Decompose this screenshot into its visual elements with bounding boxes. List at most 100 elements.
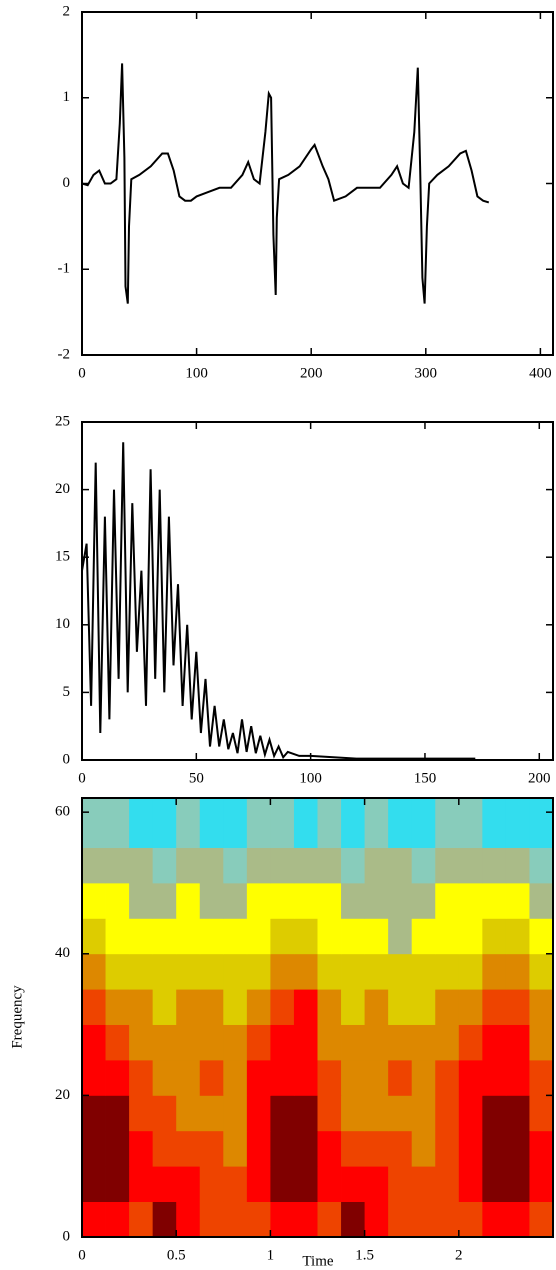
heat-cell bbox=[364, 918, 389, 955]
y-tick-label: 0 bbox=[63, 175, 71, 191]
heat-cell bbox=[293, 1201, 318, 1238]
heat-cell bbox=[176, 1166, 201, 1202]
heat-cell bbox=[435, 1201, 460, 1238]
heat-cell bbox=[270, 1095, 295, 1132]
heat-cell bbox=[435, 1059, 460, 1096]
heat-cell bbox=[482, 1095, 507, 1132]
y-tick-label: -2 bbox=[58, 346, 71, 362]
heat-cell bbox=[411, 847, 436, 884]
heat-cell bbox=[341, 1166, 365, 1202]
heat-cell bbox=[246, 1024, 271, 1061]
heat-cell bbox=[223, 1201, 248, 1238]
heat-cell bbox=[458, 1130, 483, 1167]
heat-cell bbox=[176, 1095, 201, 1132]
plot-frame bbox=[81, 421, 554, 761]
heat-cell bbox=[529, 847, 554, 884]
heat-cell bbox=[105, 798, 130, 848]
heat-cell bbox=[317, 882, 342, 919]
heat-cell bbox=[270, 798, 295, 848]
heat-cell bbox=[176, 1059, 201, 1096]
heat-cell bbox=[317, 1059, 342, 1096]
heat-cell bbox=[341, 1095, 365, 1132]
heat-cell bbox=[152, 989, 177, 1025]
y-tick-label: 10 bbox=[55, 616, 70, 632]
heat-cell bbox=[270, 847, 295, 884]
heat-cell bbox=[105, 953, 130, 990]
heat-cell bbox=[129, 882, 154, 919]
heat-cell bbox=[341, 847, 365, 884]
heat-cell bbox=[435, 1095, 460, 1132]
heat-cell bbox=[293, 1095, 318, 1132]
heat-cell bbox=[364, 953, 389, 990]
x-tick-label: 200 bbox=[528, 770, 551, 786]
heat-cell bbox=[152, 1059, 177, 1096]
heat-cell bbox=[270, 1059, 295, 1096]
heat-cell bbox=[82, 1095, 106, 1132]
heat-cell bbox=[341, 953, 365, 990]
heat-cell bbox=[223, 847, 248, 884]
heat-cell bbox=[270, 989, 295, 1025]
heat-cell bbox=[129, 1095, 154, 1132]
heat-cell bbox=[152, 918, 177, 955]
heat-cell bbox=[529, 918, 554, 955]
heat-cell bbox=[388, 1024, 413, 1061]
heat-cell bbox=[199, 1201, 224, 1238]
plot-frame bbox=[81, 797, 554, 1238]
heat-cell bbox=[529, 798, 554, 848]
data-line bbox=[81, 63, 490, 304]
heat-cell bbox=[411, 798, 436, 848]
heat-cell bbox=[411, 1024, 436, 1061]
heat-cell bbox=[246, 1095, 271, 1132]
heat-cell bbox=[458, 847, 483, 884]
heat-cell bbox=[482, 953, 507, 990]
heat-cell bbox=[105, 1024, 130, 1061]
heat-cell bbox=[458, 1095, 483, 1132]
heat-cell bbox=[82, 918, 106, 955]
heat-cell bbox=[82, 847, 106, 884]
heat-cell bbox=[317, 847, 342, 884]
heat-cell bbox=[176, 989, 201, 1025]
heat-cell bbox=[129, 1059, 154, 1096]
heat-cell bbox=[317, 1166, 342, 1202]
heat-cell bbox=[176, 882, 201, 919]
heat-cell bbox=[270, 1024, 295, 1061]
x-tick-label: 0.5 bbox=[167, 1247, 186, 1263]
heat-cell bbox=[129, 847, 154, 884]
heat-cell bbox=[82, 1024, 106, 1061]
heat-cell bbox=[176, 1201, 201, 1238]
heat-cell bbox=[435, 882, 460, 919]
heat-cell bbox=[199, 1166, 224, 1202]
heat-cell bbox=[270, 1201, 295, 1238]
heat-cell bbox=[82, 882, 106, 919]
heat-cell bbox=[199, 1059, 224, 1096]
heat-cell bbox=[82, 989, 106, 1025]
heat-cell bbox=[435, 798, 460, 848]
heat-cell bbox=[482, 1024, 507, 1061]
heat-cell bbox=[435, 989, 460, 1025]
heat-cell bbox=[129, 798, 154, 848]
heat-cell bbox=[341, 918, 365, 955]
heat-cell bbox=[270, 918, 295, 955]
heat-cell bbox=[176, 847, 201, 884]
heat-cell bbox=[317, 953, 342, 990]
heat-cell bbox=[458, 953, 483, 990]
heat-cell bbox=[105, 918, 130, 955]
heat-cell bbox=[505, 1024, 530, 1061]
heat-cell bbox=[388, 1130, 413, 1167]
y-tick-label: 5 bbox=[63, 684, 71, 700]
heat-cell bbox=[364, 1201, 389, 1238]
heat-cell bbox=[505, 918, 530, 955]
heat-cell bbox=[317, 918, 342, 955]
y-tick-label: 40 bbox=[55, 945, 70, 961]
heat-cell bbox=[505, 798, 530, 848]
heat-cell bbox=[388, 1095, 413, 1132]
heat-cell bbox=[529, 953, 554, 990]
heat-cell bbox=[388, 882, 413, 919]
x-tick-label: 200 bbox=[300, 365, 323, 381]
heat-cell bbox=[529, 1166, 554, 1202]
heat-cell bbox=[82, 1130, 106, 1167]
heat-cell bbox=[317, 1130, 342, 1167]
heat-cell bbox=[152, 1201, 177, 1238]
heat-cell bbox=[152, 953, 177, 990]
